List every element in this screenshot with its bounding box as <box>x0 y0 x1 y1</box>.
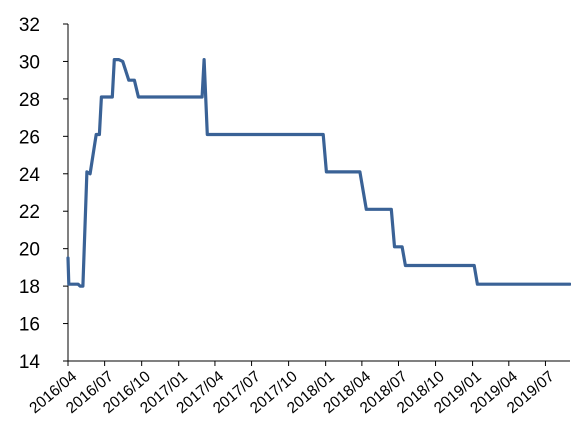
y-axis: 14 16 18 20 22 24 26 28 30 32 <box>19 15 69 373</box>
y-tick-label: 26 <box>19 127 40 148</box>
y-tick-label: 20 <box>19 240 40 261</box>
y-tick-label: 18 <box>19 277 40 298</box>
series-group <box>66 58 571 288</box>
y-tick-label: 16 <box>19 315 40 336</box>
series-line <box>66 58 571 288</box>
y-tick-label: 28 <box>19 90 40 111</box>
y-tick-label: 30 <box>19 52 40 73</box>
x-axis: 2016/042016/072016/102017/012017/042017/… <box>26 360 570 417</box>
y-tick-label: 22 <box>19 202 40 223</box>
y-tick-label: 32 <box>19 15 40 36</box>
y-tick-label: 24 <box>19 165 41 186</box>
y-tick-label: 14 <box>19 352 41 373</box>
